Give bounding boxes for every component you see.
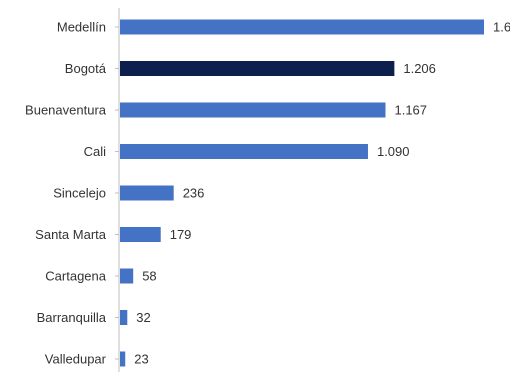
category-label: Bogotá xyxy=(65,61,107,76)
data-label: 1.206 xyxy=(403,61,436,76)
data-label: 1.090 xyxy=(377,144,410,159)
bar-cali xyxy=(120,144,368,159)
category-label: Valledupar xyxy=(45,352,107,367)
category-label: Santa Marta xyxy=(35,227,107,242)
data-label: 236 xyxy=(183,186,205,201)
category-label: Barranquilla xyxy=(37,310,107,325)
bar-medellin xyxy=(120,19,484,35)
data-label: 179 xyxy=(170,227,192,242)
category-label: Sincelejo xyxy=(53,186,106,201)
bar-barranquilla xyxy=(120,310,128,325)
bar-santa-marta xyxy=(120,227,161,242)
bar-cartagena xyxy=(120,268,134,284)
category-label: Medellín xyxy=(57,20,106,35)
bar-bogota xyxy=(120,61,395,76)
bar-sincelejo xyxy=(120,185,174,201)
data-label: 23 xyxy=(134,352,148,367)
category-label: Buenaventura xyxy=(25,103,107,118)
category-label: Cali xyxy=(84,144,107,159)
data-label: 58 xyxy=(142,269,156,284)
data-label: 32 xyxy=(136,310,150,325)
bar-buenaventura xyxy=(120,102,386,118)
category-label: Cartagena xyxy=(45,269,106,284)
data-label: 1.6 xyxy=(493,20,510,35)
bars-layer: Medellín 1.6 Bogotá 1.206 Buenaventura 1.167 C… xyxy=(25,19,510,367)
data-label: 1.167 xyxy=(394,103,427,118)
bar-valledupar xyxy=(120,351,126,367)
